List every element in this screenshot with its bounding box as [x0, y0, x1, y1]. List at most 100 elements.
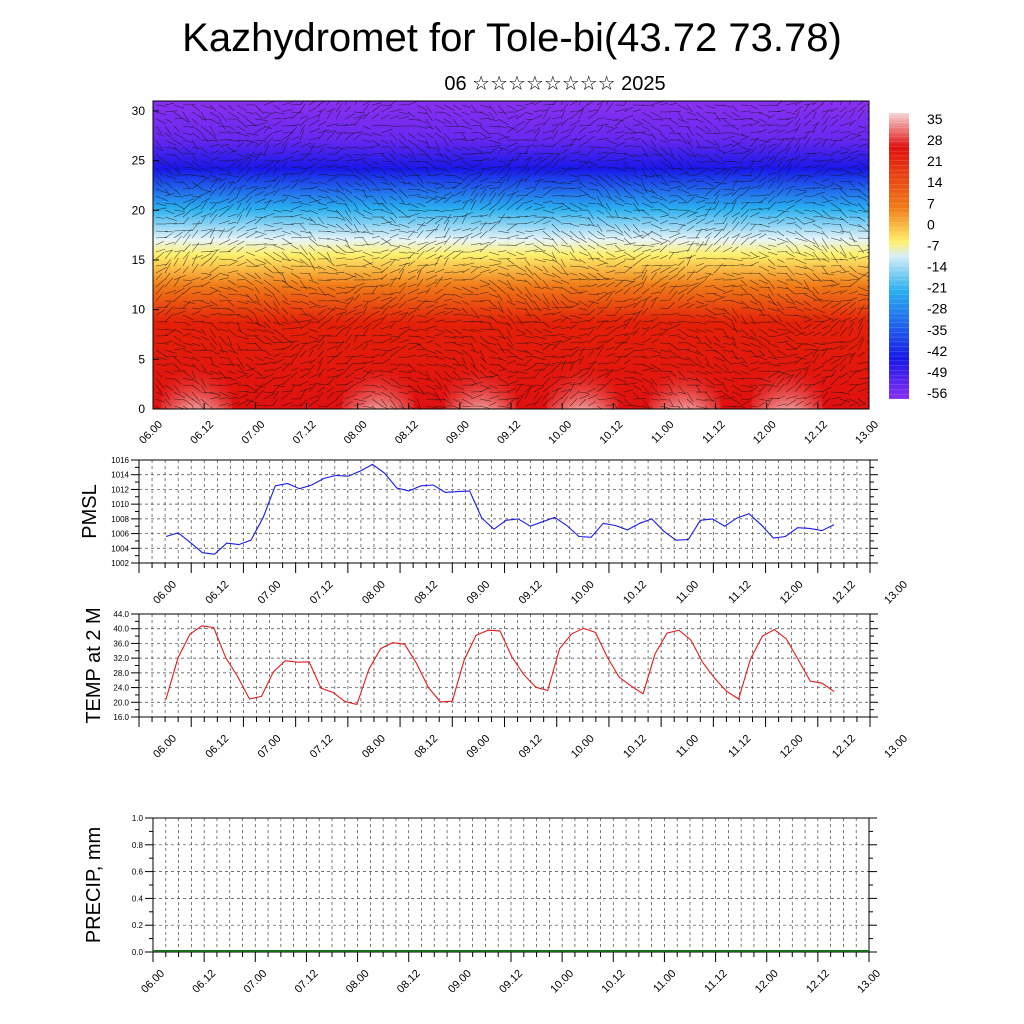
xtick-label: 12.00 — [753, 968, 781, 996]
panel-frame — [138, 613, 871, 718]
heatmap-xtick-label: 10.00 — [546, 419, 574, 447]
series-line — [165, 463, 835, 555]
ytick-label: 1.0 — [132, 814, 144, 823]
precip-panel: 0.0 0.2 0.4 0.6 0.8 1.0 06.00 06.12 07.00 07.12 08… — [83, 814, 883, 996]
colorbar-label: 0 — [927, 216, 935, 232]
xtick-label: 12.00 — [778, 733, 806, 761]
heatmap-ytick-label: 15 — [132, 253, 146, 267]
xtick-label: 08.00 — [360, 733, 388, 761]
temp-panel: 16.0 20.0 24.0 28.0 32.0 36.0 40.0 44.0 06.00 06.… — [83, 607, 910, 760]
heatmap-xtick-label: 06.00 — [137, 419, 165, 447]
xtick-label: 11.00 — [674, 579, 701, 606]
heatmap-ytick-label: 25 — [132, 154, 146, 168]
colorbar-label: 35 — [927, 111, 943, 127]
xtick-label: 11.12 — [726, 733, 753, 760]
colorbar-label: -14 — [927, 259, 947, 275]
heatmap-xtick-label: 10.12 — [597, 419, 625, 447]
colorbar-ramp — [889, 113, 909, 399]
heatmap-xtick-label: 13.00 — [853, 419, 881, 447]
ytick-label: 1008 — [111, 515, 129, 524]
chart-subtitle: 06 ☆☆☆☆☆☆☆☆ 2025 — [444, 73, 666, 95]
colorbar-label: 21 — [927, 153, 943, 169]
colorbar-label: -49 — [927, 364, 947, 380]
colorbar-label: 14 — [927, 174, 943, 190]
xtick-label: 12.12 — [830, 579, 858, 607]
heatmap-ytick-label: 30 — [132, 104, 146, 118]
xtick-label: 10.12 — [621, 579, 649, 607]
xtick-label: 09.12 — [517, 733, 545, 761]
xtick-label: 12.00 — [778, 579, 806, 607]
xtick-label: 06.00 — [151, 733, 179, 761]
xtick-label: 10.12 — [599, 968, 627, 996]
ytick-label: 32.0 — [113, 654, 129, 663]
ytick-label: 24.0 — [113, 684, 129, 693]
xtick-label: 06.12 — [190, 968, 218, 996]
colorbar-label: -35 — [927, 322, 947, 338]
xtick-label: 09.00 — [464, 733, 492, 761]
xtick-label: 09.00 — [446, 968, 474, 996]
y-axis-label: PRECIP, mm — [83, 827, 105, 943]
heatmap-field — [153, 101, 869, 409]
xtick-label: 10.00 — [569, 579, 597, 607]
xtick-label: 08.12 — [412, 733, 440, 761]
colorbar-label: -42 — [927, 343, 947, 359]
ytick-label: 36.0 — [113, 639, 129, 648]
ytick-label: 1016 — [111, 456, 129, 465]
xtick-label: 07.00 — [241, 968, 269, 996]
xtick-label: 11.12 — [726, 579, 753, 606]
xtick-label: 06.00 — [139, 968, 167, 996]
ytick-label: 16.0 — [113, 713, 129, 722]
xtick-label: 11.12 — [702, 968, 729, 995]
series-line — [165, 625, 835, 706]
ytick-label: 1006 — [111, 530, 129, 539]
warm-core-5 — [751, 350, 823, 409]
ytick-label: 0.6 — [132, 868, 144, 877]
heatmap-xtick-label: 07.12 — [291, 419, 319, 447]
xtick-label: 07.00 — [256, 733, 284, 761]
heatmap-warm-cores — [160, 350, 823, 409]
colorbar-label: 7 — [927, 195, 935, 211]
heatmap-ytick-label: 20 — [132, 203, 146, 217]
xtick-label: 11.00 — [674, 733, 701, 760]
xtick-label: 08.00 — [360, 579, 388, 607]
heatmap-xtick-label: 08.12 — [393, 419, 421, 447]
xtick-label: 08.12 — [395, 968, 423, 996]
colorbar-label: -21 — [927, 280, 947, 296]
xtick-label: 10.00 — [569, 733, 597, 761]
ytick-label: 0.0 — [132, 948, 144, 957]
xtick-label: 08.12 — [412, 579, 440, 607]
xtick-label: 08.00 — [344, 968, 372, 996]
heatmap-xtick-label: 12.12 — [802, 419, 830, 447]
xtick-label: 06.00 — [151, 579, 179, 607]
xtick-label: 11.00 — [651, 968, 678, 995]
heatmap-xtick-label: 11.00 — [649, 419, 676, 446]
xtick-label: 12.12 — [830, 733, 858, 761]
heatmap-xtick-label: 12.00 — [751, 419, 779, 447]
ytick-label: 1010 — [111, 500, 129, 509]
ytick-label: 28.0 — [113, 669, 129, 678]
ytick-label: 1014 — [111, 471, 129, 480]
colorbar-label: 28 — [927, 132, 943, 148]
colorbar: 35 28 21 14 7 0 -7 -14 -21 -28 -35 -42 -49 -56 — [889, 111, 947, 401]
heatmap-ytick-label: 0 — [138, 402, 145, 416]
ytick-label: 0.8 — [132, 841, 144, 850]
ytick-label: 0.2 — [132, 921, 144, 930]
panel-frame — [138, 459, 871, 564]
grid — [138, 613, 871, 718]
heatmap-xtick-label: 06.12 — [188, 419, 216, 447]
heatmap-xtick-label: 07.00 — [239, 419, 267, 447]
xtick-label: 07.12 — [293, 968, 321, 996]
heatmap-ytick-label: 10 — [132, 303, 146, 317]
xtick-label: 10.12 — [621, 733, 649, 761]
xtick-label: 13.00 — [855, 968, 883, 996]
warm-core-3 — [546, 350, 619, 409]
heatmap-xtick-label: 11.12 — [700, 419, 727, 446]
wind-vectors — [155, 101, 869, 409]
xtick-label: 13.00 — [882, 579, 910, 607]
xtick-label: 13.00 — [882, 733, 910, 761]
xtick-label: 06.12 — [203, 733, 231, 761]
grid — [152, 817, 870, 953]
xtick-label: 09.12 — [497, 968, 525, 996]
ytick-label: 40.0 — [113, 625, 129, 634]
